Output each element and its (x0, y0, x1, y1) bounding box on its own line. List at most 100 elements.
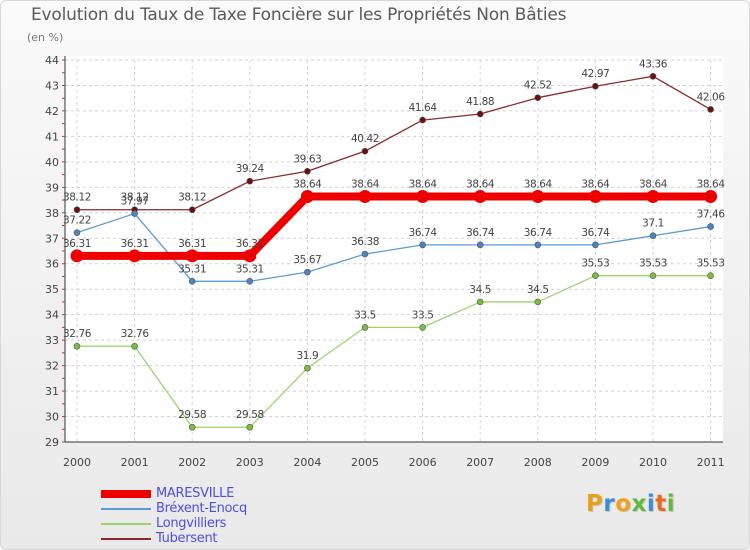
logo-letter: o (615, 491, 632, 517)
data-label: 29.58 (178, 409, 206, 421)
data-point (419, 241, 426, 249)
legend-swatch (101, 538, 151, 540)
legend-item: Longvilliers (101, 516, 401, 532)
data-label: 31.9 (297, 350, 319, 362)
data-point (361, 250, 369, 258)
data-label: 36.74 (409, 227, 438, 239)
data-label: 35.53 (697, 258, 725, 270)
chart-unit-label: (en %) (27, 31, 64, 44)
data-point (358, 190, 372, 204)
data-label: 35.53 (639, 258, 667, 270)
data-label: 36.31 (236, 238, 264, 250)
data-point (188, 206, 196, 214)
series-line-tubersent (77, 75, 711, 211)
data-point (419, 116, 426, 124)
data-point (534, 241, 542, 249)
x-tick-label: 2007 (466, 456, 494, 469)
data-label: 32.76 (63, 328, 92, 340)
data-point (304, 268, 311, 276)
x-tick-label: 2009 (581, 456, 609, 469)
data-label: 39.24 (236, 163, 265, 175)
y-tick-label: 42 (45, 105, 59, 118)
data-label: 35.31 (236, 263, 264, 275)
y-tick-label: 30 (45, 411, 59, 424)
legend-swatch (101, 490, 151, 498)
data-point (416, 190, 430, 204)
x-tick-label: 2010 (639, 456, 667, 469)
data-point (534, 94, 542, 101)
x-tick-label: 2000 (63, 456, 91, 469)
data-point (588, 190, 602, 204)
data-point (361, 147, 369, 155)
logo-letter: t (655, 491, 667, 517)
data-point (649, 72, 657, 80)
series-line-brxentenocq (76, 212, 711, 282)
data-point (246, 423, 254, 431)
data-point (131, 342, 138, 350)
data-label: 38.64 (466, 179, 495, 191)
data-point (300, 190, 314, 204)
series-line-maresville (77, 192, 711, 260)
data-label: 43.36 (639, 58, 668, 70)
y-tick-label: 35 (45, 283, 59, 296)
data-label: 39.63 (293, 153, 321, 165)
y-tick-label: 36 (45, 258, 59, 271)
logo-letter: P (586, 491, 604, 517)
x-tick-label: 2008 (524, 456, 552, 469)
data-point (534, 298, 542, 306)
data-point (304, 167, 311, 175)
data-label: 38.64 (581, 179, 610, 191)
data-label: 38.64 (293, 179, 322, 191)
data-point (243, 249, 257, 263)
data-label: 37.22 (63, 215, 91, 227)
data-label: 36.74 (524, 227, 553, 239)
x-tick-label: 2004 (293, 456, 321, 469)
y-tick-label: 40 (45, 156, 59, 169)
legend-swatch (101, 508, 151, 510)
y-tick-label: 39 (45, 181, 59, 194)
data-label: 38.64 (409, 179, 438, 191)
data-point (649, 232, 657, 240)
x-tick-label: 2006 (409, 456, 437, 469)
legend-item: Tubersent (101, 531, 401, 547)
data-label: 38.64 (639, 179, 668, 191)
data-point (70, 249, 84, 263)
data-label: 37.46 (697, 209, 726, 221)
data-label: 36.31 (178, 238, 206, 250)
data-point (128, 249, 142, 263)
data-label: 36.31 (121, 238, 149, 250)
legend-item: Bréxent-Enocq (101, 501, 401, 517)
legend-swatch (101, 523, 151, 525)
logo-letter: i (666, 491, 676, 517)
data-point (704, 190, 718, 204)
y-tick-label: 32 (45, 360, 59, 373)
data-label: 36.74 (466, 227, 495, 239)
y-tick-label: 33 (45, 334, 59, 347)
y-tick-label: 34 (45, 309, 59, 322)
data-point (73, 229, 81, 236)
data-point (246, 278, 254, 285)
data-label: 29.58 (236, 409, 264, 421)
data-point (476, 298, 484, 306)
y-tick-label: 38 (45, 207, 59, 220)
data-point (707, 106, 714, 113)
data-label: 35.31 (178, 263, 206, 275)
data-label: 37.97 (121, 196, 149, 208)
data-label: 38.12 (121, 192, 149, 204)
data-point (476, 241, 484, 249)
y-tick-label: 43 (45, 79, 59, 92)
legend-label: MARESVILLE (156, 486, 235, 501)
data-point (592, 272, 599, 280)
data-label: 35.67 (293, 254, 321, 266)
data-label: 38.64 (524, 179, 553, 191)
data-point (185, 249, 199, 263)
y-tick-label: 44 (45, 54, 59, 67)
data-label: 34.5 (527, 284, 549, 296)
data-point (707, 223, 714, 230)
data-label: 32.76 (121, 328, 150, 340)
logo-letter: r (603, 491, 616, 517)
data-label: 34.5 (469, 284, 491, 296)
y-tick-label: 29 (45, 436, 59, 449)
